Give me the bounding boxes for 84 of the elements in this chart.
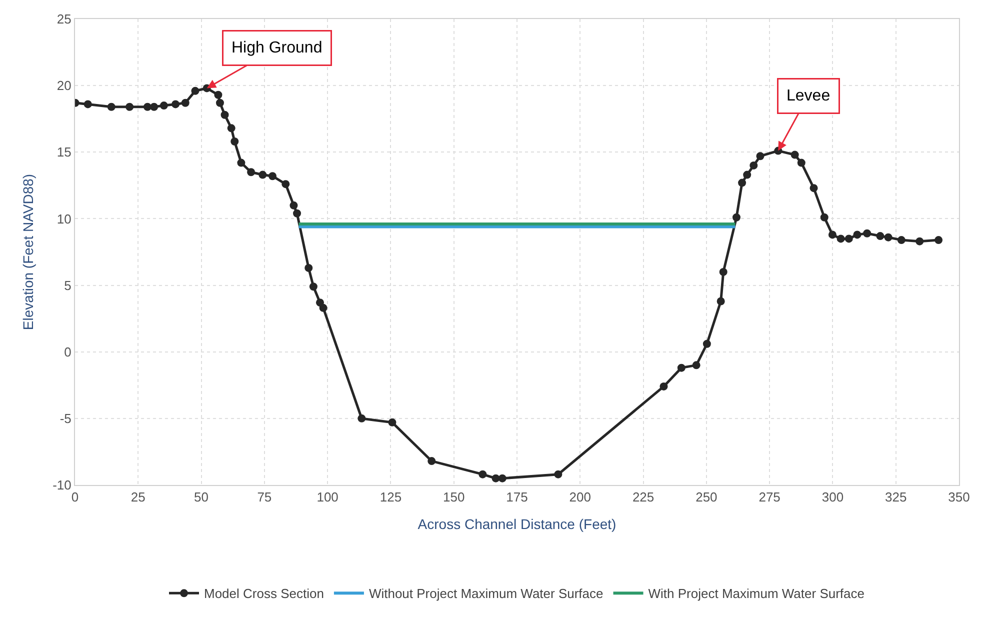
- x-tick-label: 350: [948, 490, 970, 505]
- x-tick-label: 125: [380, 490, 402, 505]
- point: [876, 232, 884, 240]
- y-tick-label: -5: [60, 410, 72, 426]
- point: [790, 150, 799, 159]
- annotation: High Ground: [232, 40, 322, 56]
- point: [388, 418, 396, 426]
- y-tick-label: 5: [64, 278, 72, 293]
- point: [660, 382, 668, 390]
- point: [172, 100, 180, 108]
- point: [319, 304, 328, 312]
- point: [191, 86, 200, 95]
- x-tick-label: 275: [758, 490, 780, 505]
- point: [126, 102, 134, 111]
- point: [916, 237, 924, 246]
- point: [309, 282, 318, 291]
- point: [732, 213, 740, 222]
- point: [216, 98, 224, 107]
- point: [797, 158, 806, 167]
- x-tick-label: 100: [316, 490, 338, 505]
- y-tick-label: -10: [52, 478, 72, 493]
- point: [743, 170, 752, 179]
- point: [290, 201, 298, 210]
- point: [884, 233, 892, 242]
- y-tick-label: 0: [64, 344, 72, 360]
- point: [820, 213, 828, 222]
- x-tick-label: 150: [443, 490, 465, 505]
- point: [828, 230, 836, 239]
- point: [478, 470, 487, 478]
- point: [897, 236, 906, 244]
- legend-label: Without Project Maximum Water Surface: [368, 586, 604, 602]
- point: [358, 414, 366, 422]
- point: [738, 178, 746, 187]
- point: [863, 229, 872, 238]
- point: [750, 161, 758, 170]
- point: [853, 230, 862, 239]
- x-tick-label: 50: [194, 490, 209, 505]
- point: [247, 168, 256, 176]
- y-tick-label: 15: [56, 144, 72, 160]
- point: [107, 102, 116, 111]
- point: [258, 170, 267, 179]
- point: [268, 172, 277, 180]
- x-tick-label: 200: [569, 490, 591, 505]
- x-tick-label: 75: [257, 490, 272, 505]
- point: [304, 264, 313, 272]
- annotation: Levee: [786, 88, 830, 104]
- point: [677, 364, 686, 372]
- point: [719, 268, 728, 276]
- point: [702, 340, 711, 348]
- point: [160, 102, 168, 110]
- x-tick-label: 325: [885, 490, 907, 505]
- x-tick-label: 250: [696, 490, 718, 505]
- point: [498, 474, 506, 482]
- legend-label: Model Cross Section: [204, 586, 324, 602]
- point: [692, 361, 700, 370]
- point: [844, 234, 853, 243]
- x-tick-label: 300: [822, 490, 844, 505]
- point: [554, 470, 562, 478]
- x-tick-label: 175: [506, 490, 528, 505]
- point: [810, 184, 818, 192]
- y-tick-label: 10: [56, 211, 72, 226]
- point: [227, 124, 236, 132]
- point: [230, 137, 239, 146]
- point: [84, 100, 92, 108]
- point: [150, 102, 158, 111]
- point: [181, 98, 190, 107]
- point: [836, 234, 845, 243]
- point: [934, 236, 943, 244]
- point: [716, 297, 725, 306]
- point: [428, 457, 436, 466]
- point: [293, 209, 302, 218]
- point: [282, 180, 290, 188]
- x-axis-title: Across Channel Distance (Feet): [418, 516, 616, 532]
- x-tick-label: 25: [130, 490, 146, 505]
- y-axis-title: Elevation (Feet NAVD88): [20, 174, 36, 330]
- legend-label: With Project Maximum Water Surface: [648, 586, 864, 602]
- x-tick-label: 225: [632, 490, 654, 505]
- y-tick-label: 25: [56, 12, 72, 27]
- point: [214, 90, 222, 99]
- point: [756, 152, 764, 160]
- point: [237, 158, 246, 167]
- y-tick-label: 20: [56, 78, 72, 94]
- point: [143, 102, 152, 111]
- point: [220, 110, 229, 119]
